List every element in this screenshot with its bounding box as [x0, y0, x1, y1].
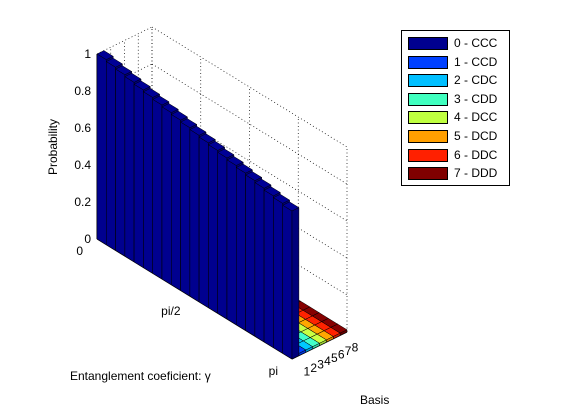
basis-tick-label: 2 [310, 361, 317, 375]
legend-item: 1 - CCD [408, 55, 508, 70]
legend-label: 3 - CDD [454, 91, 498, 106]
z-tick-label: 0 [84, 232, 91, 246]
basis-tick-label: 5 [331, 351, 338, 365]
legend-swatch [408, 130, 448, 143]
legend-label: 6 - DDC [454, 147, 498, 162]
legend-item: 5 - DCD [408, 129, 508, 144]
legend-item: 2 - CDC [408, 73, 508, 88]
bar [282, 201, 300, 360]
bars [96, 50, 348, 360]
legend-swatch [408, 148, 448, 162]
legend-swatch [408, 55, 448, 69]
legend-swatch [408, 74, 448, 88]
gamma-tick-label: 0 [76, 244, 83, 258]
z-tick-label: 1 [84, 47, 91, 61]
legend-item: 7 - DDD [408, 166, 508, 181]
legend-label: 7 - DDD [454, 166, 498, 181]
z-tick-label: 0.2 [74, 195, 91, 209]
z-tick-label: 0.8 [74, 84, 91, 98]
z-tick-label: 0.4 [74, 158, 91, 172]
z-tick-label: 0.6 [74, 121, 91, 135]
gamma-tick-label: pi/2 [161, 304, 181, 318]
legend-label: 0 - CCC [454, 36, 498, 50]
legend-swatch [408, 37, 448, 50]
legend-swatch [408, 111, 448, 125]
legend-item: 4 - DCC [408, 110, 508, 125]
basis-tick-label: 8 [352, 341, 359, 355]
y-axis-label: Probability [46, 118, 61, 176]
legend-label: 2 - CDC [454, 73, 498, 88]
legend-label: 4 - DCC [454, 110, 498, 125]
basis-tick-label: 6 [338, 347, 345, 361]
legend-swatch [408, 167, 448, 181]
basis-tick-label: 3 [317, 358, 324, 372]
legend: 0 - CCC 1 - CCD 2 - CDC 3 - CDD 4 - DCC 5 - D… [401, 30, 510, 186]
legend-item: 3 - CDD [408, 92, 508, 107]
legend-label: 1 - CCD [454, 54, 498, 69]
legend-item: 6 - DDC [408, 148, 508, 163]
legend-label: 5 - DCD [454, 129, 498, 143]
basis-tick-label: 4 [324, 354, 331, 368]
x-axis-label: Entanglement coeficient: γ [70, 369, 211, 383]
legend-swatch [408, 92, 448, 106]
basis-tick-label: 1 [303, 364, 310, 378]
basis-axis-label: Basis [360, 393, 390, 407]
legend-item: 0 - CCC [408, 36, 508, 51]
basis-tick-label: 7 [345, 344, 352, 358]
gamma-tick-label: pi [269, 364, 278, 378]
